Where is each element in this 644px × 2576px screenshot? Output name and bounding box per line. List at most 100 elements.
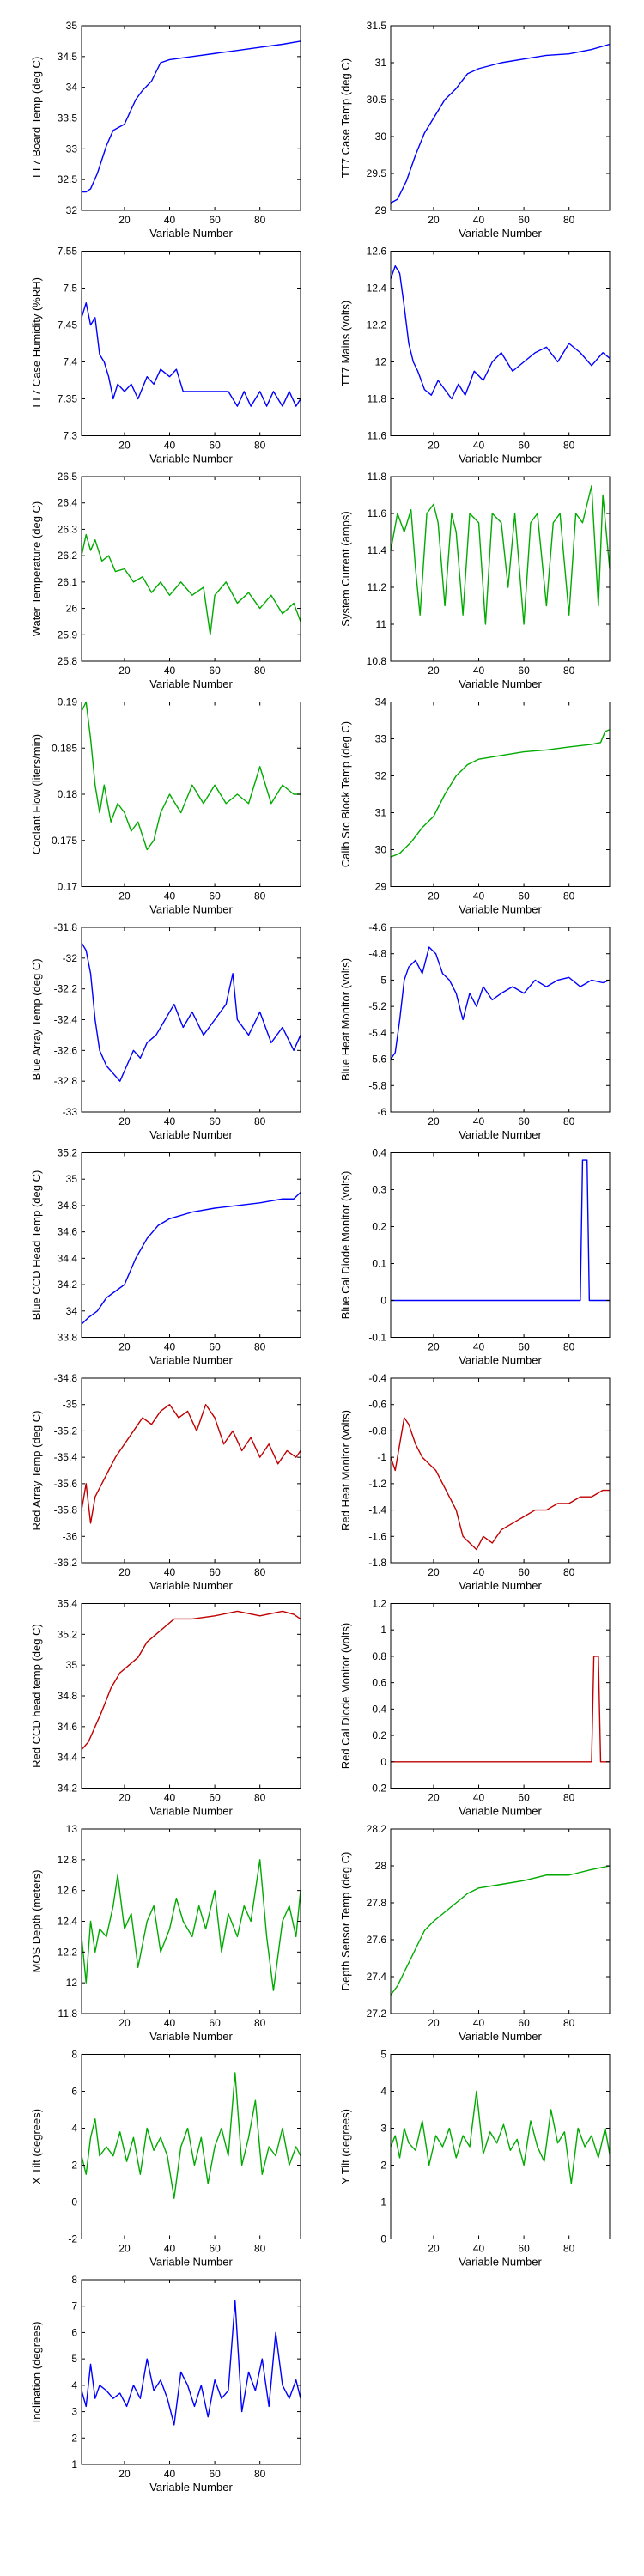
chart-7: 20 40 60 80 0.17 0.175 0.18 0.185 0.19 Variable N… — [30, 696, 301, 916]
y-tick-label: 1.2 — [372, 1598, 386, 1610]
y-tick-label: 7.35 — [58, 393, 78, 405]
series-line — [81, 1192, 301, 1325]
y-tick-label: 2 — [71, 2160, 77, 2172]
y-tick-label: 11.8 — [368, 471, 387, 483]
series-line — [82, 40, 301, 193]
y-tick-label: 26.3 — [58, 523, 78, 535]
y-tick-label: 3 — [71, 2406, 77, 2418]
series-line — [81, 1610, 301, 1751]
y-tick-label: -32.8 — [54, 1075, 78, 1087]
x-axis-label: Variable Number — [149, 2030, 233, 2043]
y-tick-label: 0.2 — [372, 1729, 386, 1741]
y-tick-label: 32 — [66, 204, 78, 216]
y-tick-label: 12.4 — [58, 1916, 78, 1928]
y-tick-label: 3 — [380, 2123, 386, 2135]
y-tick-label: 4 — [380, 2086, 386, 2098]
y-tick-label: 0.4 — [372, 1703, 386, 1715]
x-tick-label: 40 — [473, 2017, 485, 2029]
y-tick-label: 27.6 — [367, 1934, 387, 1946]
axes-frame — [81, 2054, 301, 2239]
y-tick-label: -4.8 — [368, 948, 386, 960]
y-axis-label: Red Array Temp (deg C) — [30, 1411, 43, 1531]
chart-20: 20 40 60 80 0 1 2 3 4 5 Variable Number Y Tilt (deg… — [339, 2049, 611, 2269]
chart-12: 20 40 60 80 -0.1 0 0.1 0.2 0.3 0.4 Variable Number… — [339, 1147, 611, 1367]
y-axis-label: Red Cal Diode Monitor (volts) — [339, 1623, 352, 1770]
y-tick-label: -1 — [377, 1451, 386, 1463]
x-tick-label: 60 — [209, 1341, 221, 1353]
x-tick-label: 20 — [428, 214, 440, 226]
x-tick-label: 20 — [428, 1792, 440, 1804]
y-tick-label: 35 — [66, 20, 78, 32]
x-tick-label: 40 — [164, 2243, 176, 2255]
y-axis-label: System Current (amps) — [339, 511, 352, 626]
y-tick-label: 30.5 — [367, 94, 387, 106]
y-tick-label: 25.8 — [58, 655, 78, 667]
series-line — [81, 2300, 301, 2426]
y-tick-label: -5 — [377, 974, 386, 986]
y-tick-label: 12.2 — [367, 319, 387, 331]
y-tick-label: 11.4 — [368, 544, 387, 556]
y-tick-label: 11.6 — [368, 507, 387, 519]
y-tick-label: 33.5 — [58, 112, 78, 125]
series-line — [390, 729, 611, 858]
x-tick-label: 40 — [473, 440, 485, 452]
x-tick-label: 40 — [164, 1115, 176, 1127]
axes-frame — [81, 1377, 301, 1564]
y-tick-label: 7.3 — [63, 430, 77, 442]
series-line — [81, 533, 301, 635]
y-tick-label: 0 — [380, 1295, 386, 1307]
y-tick-label: 29 — [375, 881, 387, 893]
x-axis-label: Variable Number — [149, 1805, 233, 1818]
y-tick-label: 0.4 — [372, 1147, 386, 1159]
y-tick-label: 0.6 — [372, 1677, 386, 1689]
x-axis-label: Variable Number — [459, 453, 542, 465]
x-tick-label: 40 — [473, 2243, 485, 2255]
y-tick-label: 35.4 — [58, 1598, 78, 1610]
x-tick-label: 80 — [254, 890, 266, 902]
chart-6: 20 40 60 80 10.8 11 11.2 11.4 11.6 11.8 Variable N… — [339, 471, 611, 690]
chart-18: 20 40 60 80 27.2 27.4 27.6 27.8 28 28.2 Variable N… — [339, 1823, 611, 2043]
chart-2: 20 40 60 80 29 29.5 30 30.5 31 31.5 Variable Numbe… — [339, 20, 611, 240]
axes-frame — [81, 1828, 301, 2014]
x-tick-label: 80 — [563, 214, 575, 226]
y-tick-label: 26.1 — [58, 576, 78, 588]
y-tick-label: 1 — [71, 2458, 77, 2470]
y-tick-label: 31 — [375, 57, 387, 69]
x-tick-label: 20 — [118, 1792, 131, 1804]
y-tick-label: 11 — [376, 618, 387, 630]
x-tick-label: 20 — [118, 1341, 131, 1353]
x-tick-label: 40 — [164, 890, 176, 902]
x-tick-label: 20 — [118, 2468, 131, 2480]
y-axis-label: TT7 Case Humidity (%RH) — [30, 277, 43, 410]
y-axis-label: Y Tilt (degrees) — [339, 2109, 352, 2184]
chart-13: 20 40 60 80 -36.2 -36 -35.8 -35.6 -35.4 -35.2 -35 -… — [30, 1372, 301, 1592]
chart-1: 20 40 60 80 32 32.5 33 33.5 34 34.5 35 Variable Num… — [30, 20, 301, 240]
y-tick-label: 13 — [66, 1823, 78, 1835]
y-tick-label: -1.4 — [368, 1504, 386, 1516]
x-tick-label: 40 — [473, 1115, 485, 1127]
y-tick-label: -36 — [63, 1530, 78, 1542]
y-tick-label: 7.5 — [63, 283, 77, 295]
x-axis-label: Variable Number — [149, 677, 233, 690]
x-tick-label: 20 — [428, 1341, 440, 1353]
y-tick-label: 0.2 — [372, 1221, 386, 1233]
y-tick-label: -32.4 — [54, 1014, 78, 1026]
chart-16: 20 40 60 80 -0.2 0 0.2 0.4 0.6 0.8 1 1.2 Variable Nu… — [339, 1598, 611, 1818]
x-axis-label: Variable Number — [149, 1128, 233, 1141]
y-tick-label: 34.5 — [58, 51, 78, 63]
y-tick-label: 4 — [71, 2123, 77, 2135]
y-tick-label: 25.9 — [58, 629, 78, 641]
y-tick-label: 12.4 — [367, 283, 387, 295]
x-tick-label: 80 — [254, 2243, 266, 2255]
y-tick-label: 1 — [380, 2196, 386, 2208]
chart-3: 20 40 60 80 7.3 7.35 7.4 7.45 7.5 7.55 Variable Nu… — [30, 246, 301, 465]
chart-8: 20 40 60 80 29 30 31 32 33 34 Variable Number Calib… — [339, 696, 611, 916]
series-line — [390, 946, 611, 1060]
x-axis-label: Variable Number — [459, 2256, 542, 2269]
x-tick-label: 80 — [563, 1566, 575, 1578]
y-tick-label: 0.175 — [52, 835, 77, 847]
y-tick-label: 1 — [380, 1624, 386, 1636]
chart-4: 20 40 60 80 11.6 11.8 12 12.2 12.4 12.6 Variable N… — [339, 246, 611, 465]
y-tick-label: 34.4 — [58, 1252, 78, 1264]
